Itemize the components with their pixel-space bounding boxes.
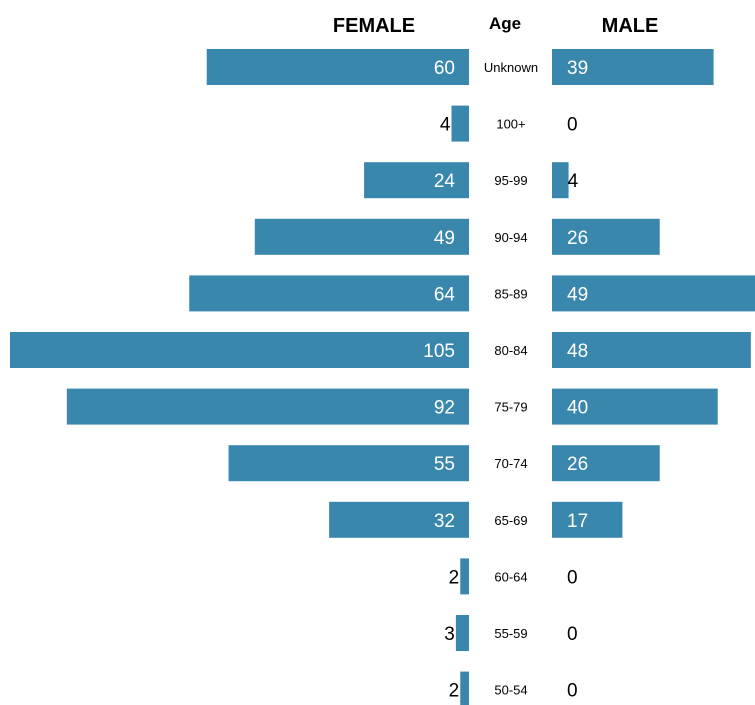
female-value-label: 105: [423, 341, 455, 362]
male-value-label: 0: [567, 681, 578, 702]
male-value-label: 4: [568, 171, 579, 192]
age-category-label: 75-79: [494, 400, 527, 415]
female-bar: [460, 558, 469, 595]
male-value-label: 49: [567, 284, 588, 305]
male-bar: [552, 501, 623, 538]
female-value-label: 24: [434, 171, 456, 192]
male-value-label: 0: [567, 567, 578, 588]
age-category-label: Unknown: [484, 60, 538, 75]
female-value-label: 4: [440, 115, 451, 136]
male-bar: [552, 275, 755, 312]
female-bar: [329, 501, 469, 538]
male-value-label: 0: [567, 115, 578, 136]
age-category-label: 85-89: [494, 286, 527, 301]
female-bar: [451, 105, 469, 142]
male-value-label: 39: [567, 58, 588, 79]
female-value-label: 2: [449, 567, 460, 588]
age-category-label: 55-59: [494, 626, 527, 641]
female-bar: [364, 162, 469, 199]
male-value-label: 26: [567, 228, 588, 249]
female-value-label: 2: [449, 681, 460, 702]
female-value-label: 32: [434, 511, 455, 532]
male-value-label: 40: [567, 398, 588, 419]
female-bar: [66, 388, 469, 425]
female-bar: [455, 615, 469, 651]
male-value-label: 48: [567, 341, 588, 362]
female-bar: [206, 49, 469, 85]
age-category-label: 100+: [496, 117, 525, 132]
age-category-label: 90-94: [494, 230, 527, 245]
age-category-label: 65-69: [494, 513, 527, 528]
male-bar: [552, 49, 714, 85]
female-bar: [228, 445, 469, 482]
female-value-label: 49: [434, 228, 455, 249]
male-value-label: 26: [567, 454, 588, 475]
male-header: MALE: [602, 15, 659, 37]
female-value-label: 64: [434, 284, 456, 305]
age-category-label: 50-54: [494, 683, 527, 698]
male-bar: [552, 332, 751, 368]
age-category-label: 95-99: [494, 173, 527, 188]
male-bar: [552, 218, 660, 255]
age-category-label: 60-64: [494, 569, 527, 584]
female-value-label: 55: [434, 454, 455, 475]
age-category-label: 80-84: [494, 343, 527, 358]
male-bar: [552, 445, 660, 482]
male-bar: [552, 388, 718, 425]
chart-rows: 60 Unknown 39 4 100+ 0 24 95-99 4 49 90-94 26 64 85-8…: [10, 49, 755, 705]
age-header: Age: [489, 14, 521, 33]
female-value-label: 92: [434, 398, 455, 419]
female-bar: [189, 275, 469, 312]
female-value-label: 3: [444, 624, 455, 645]
female-bar: [10, 332, 469, 368]
male-value-label: 17: [567, 511, 588, 532]
age-category-label: 70-74: [494, 456, 527, 471]
male-bar: [552, 162, 569, 199]
male-value-label: 0: [567, 624, 578, 645]
female-bar: [254, 218, 469, 255]
female-header: FEMALE: [333, 15, 415, 37]
female-bar: [460, 671, 469, 705]
female-value-label: 60: [434, 58, 455, 79]
